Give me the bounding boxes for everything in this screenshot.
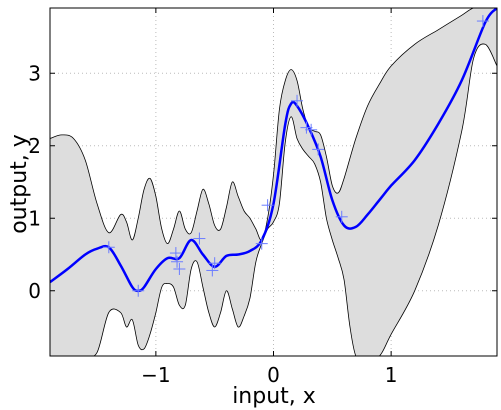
y-tick-label: 1 <box>28 206 41 230</box>
y-axis-label: output, y <box>7 134 32 234</box>
observation-point <box>193 232 206 245</box>
axis-ticks: −1 0 1 0 1 2 3 <box>28 8 497 387</box>
band-lower-edge <box>50 43 497 356</box>
x-tick-label: 0 <box>267 363 280 387</box>
observation-point <box>255 237 268 250</box>
y-tick-label: 2 <box>28 134 41 158</box>
observation-markers <box>102 15 489 297</box>
observation-point <box>305 123 318 136</box>
observation-point <box>291 94 304 107</box>
y-tick-label: 0 <box>28 279 41 303</box>
confidence-band-area <box>50 8 497 356</box>
observation-point <box>335 210 348 223</box>
observation-point <box>173 263 186 275</box>
y-tick-label: 3 <box>28 61 41 85</box>
observation-point <box>171 255 184 268</box>
observation-point <box>476 15 489 28</box>
observation-point <box>206 264 219 277</box>
mean-line <box>50 8 497 293</box>
confidence-band <box>50 8 497 356</box>
mean-curve <box>50 8 497 293</box>
x-tick-label: −1 <box>141 363 170 387</box>
observation-point <box>261 199 274 212</box>
observation-point <box>102 241 115 254</box>
observation-point <box>169 247 182 260</box>
observation-point <box>300 121 313 134</box>
x-tick-label: 1 <box>385 363 398 387</box>
observation-point <box>312 143 325 156</box>
x-axis-label: input, x <box>232 384 316 409</box>
observation-point <box>208 257 221 270</box>
band-upper-edge <box>50 8 497 245</box>
observation-point <box>132 284 145 297</box>
